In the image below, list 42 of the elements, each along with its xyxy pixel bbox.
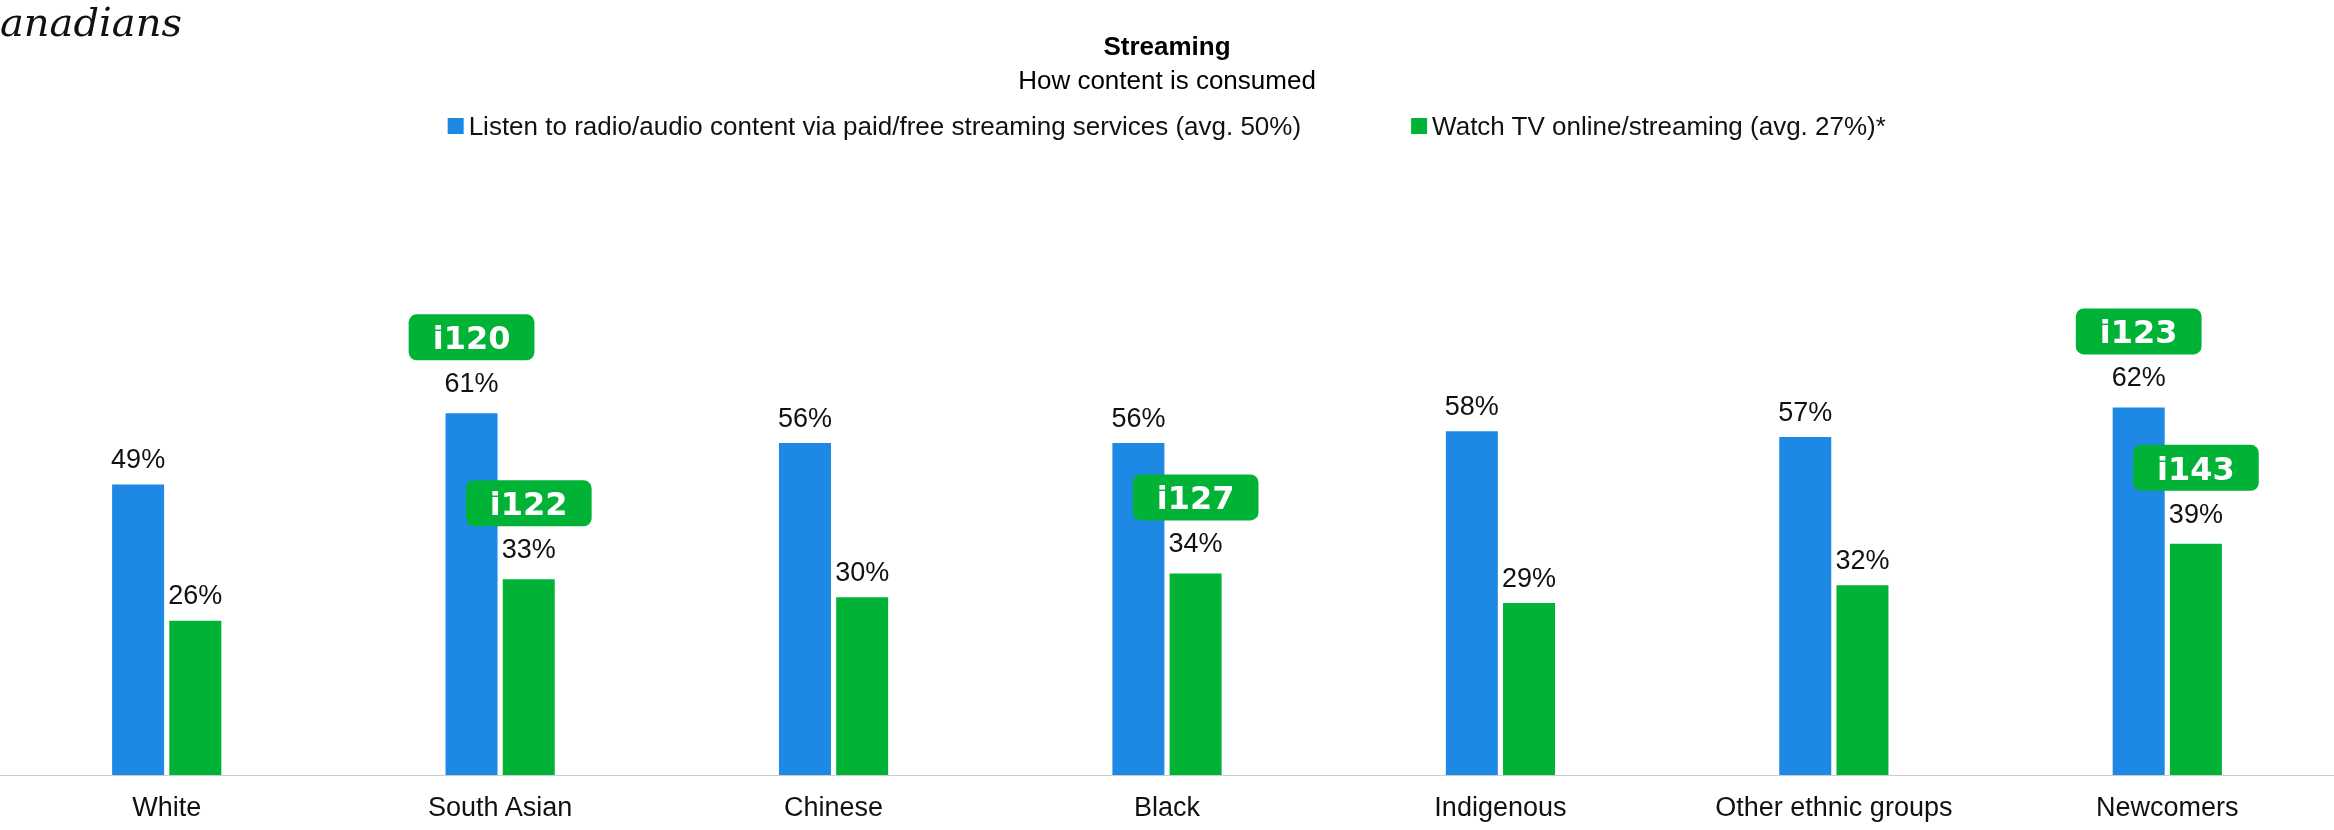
data-label: 33% bbox=[501, 534, 556, 565]
x-tick-label: South Asian bbox=[428, 791, 573, 822]
annotation: i123 bbox=[2099, 313, 2178, 352]
chart-subtitle: How content is consumed bbox=[1018, 65, 1316, 95]
annotation: i120 bbox=[432, 319, 511, 358]
bar bbox=[169, 620, 222, 775]
data-label: 61% bbox=[444, 368, 499, 399]
legend-label: Watch TV online/streaming (avg. 27%)* bbox=[1432, 111, 1886, 141]
data-label: 29% bbox=[1502, 562, 1557, 593]
bar bbox=[1503, 603, 1556, 775]
bar bbox=[2169, 543, 2222, 775]
data-label: 39% bbox=[2168, 498, 2223, 529]
bar bbox=[1169, 573, 1222, 775]
annotation: i143 bbox=[2157, 449, 2235, 488]
x-tick-label: Indigenous bbox=[1434, 791, 1567, 822]
data-label: 30% bbox=[835, 556, 890, 587]
text: anadians bbox=[0, 0, 182, 45]
data-label: 62% bbox=[2111, 362, 2166, 393]
bar bbox=[778, 443, 831, 775]
data-label: 32% bbox=[1835, 544, 1890, 575]
bar bbox=[836, 597, 889, 775]
x-tick-label: Black bbox=[1133, 791, 1201, 822]
bar bbox=[112, 484, 165, 775]
x-tick-label: Newcomers bbox=[2096, 791, 2239, 822]
bar bbox=[1445, 431, 1498, 775]
data-label: 34% bbox=[1168, 528, 1223, 559]
chart-title: Streaming bbox=[1103, 31, 1231, 61]
annotation: i122 bbox=[489, 485, 568, 524]
data-label: 56% bbox=[1111, 402, 1166, 433]
x-tick-label: White bbox=[132, 791, 202, 822]
x-tick-label: Other ethnic groups bbox=[1715, 791, 1953, 822]
data-label: 56% bbox=[777, 402, 832, 433]
legend-label: Listen to radio/audio content via paid/free streaming services (avg. 50%) bbox=[468, 111, 1302, 141]
data-label: 58% bbox=[1444, 390, 1499, 421]
bar bbox=[1779, 437, 1832, 775]
x-tick-label: Chinese bbox=[784, 791, 884, 822]
data-label: 49% bbox=[111, 444, 166, 474]
bar bbox=[1836, 585, 1889, 775]
data-label: 26% bbox=[168, 580, 223, 611]
annotation: i127 bbox=[1156, 479, 1235, 518]
bar bbox=[502, 579, 555, 775]
data-label: 57% bbox=[1778, 396, 1833, 427]
